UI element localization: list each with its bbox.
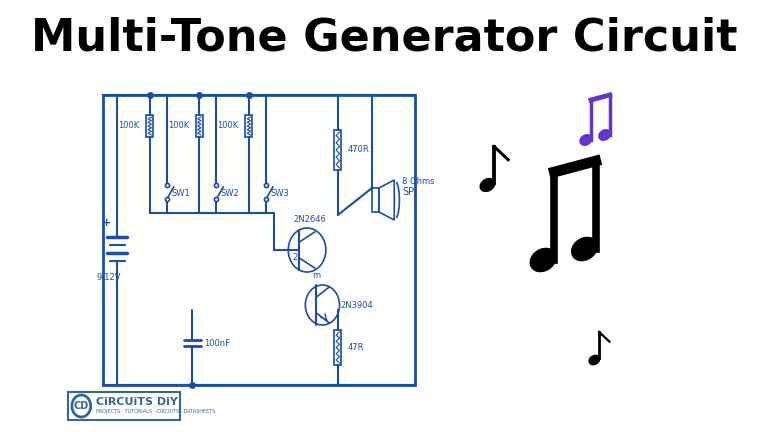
Text: 470R: 470R (348, 146, 370, 155)
Text: SW1: SW1 (171, 188, 190, 197)
Text: SP: SP (402, 187, 414, 197)
Ellipse shape (589, 356, 600, 365)
Text: SW2: SW2 (220, 188, 240, 197)
Text: 2: 2 (293, 254, 298, 263)
Ellipse shape (599, 130, 611, 140)
Text: CD: CD (74, 401, 89, 411)
Text: 47R: 47R (348, 343, 365, 352)
Text: SW3: SW3 (270, 188, 289, 197)
Text: 100K: 100K (118, 121, 140, 130)
Text: 8 Ohms: 8 Ohms (402, 178, 435, 187)
Text: PROJECTS · TUTORIALS · CIRCUITS · DATASHEETS: PROJECTS · TUTORIALS · CIRCUITS · DATASH… (96, 410, 215, 414)
Text: Multi-Tone Generator Circuit: Multi-Tone Generator Circuit (31, 16, 737, 60)
Ellipse shape (571, 238, 598, 260)
Text: 100K: 100K (217, 121, 239, 130)
Bar (68, 392, 180, 420)
Text: 100K: 100K (167, 121, 189, 130)
Text: 2N2646: 2N2646 (293, 216, 326, 225)
Text: 2N3904: 2N3904 (340, 301, 373, 309)
Text: 100nF: 100nF (204, 339, 230, 347)
Bar (372, 188, 379, 212)
Ellipse shape (580, 135, 591, 145)
Text: m: m (313, 270, 320, 280)
Ellipse shape (530, 248, 556, 272)
Text: CiRCUiTS DiY: CiRCUiTS DiY (96, 397, 177, 407)
Ellipse shape (480, 178, 495, 191)
Text: 9-12V: 9-12V (97, 273, 121, 282)
Text: +: + (101, 218, 111, 228)
